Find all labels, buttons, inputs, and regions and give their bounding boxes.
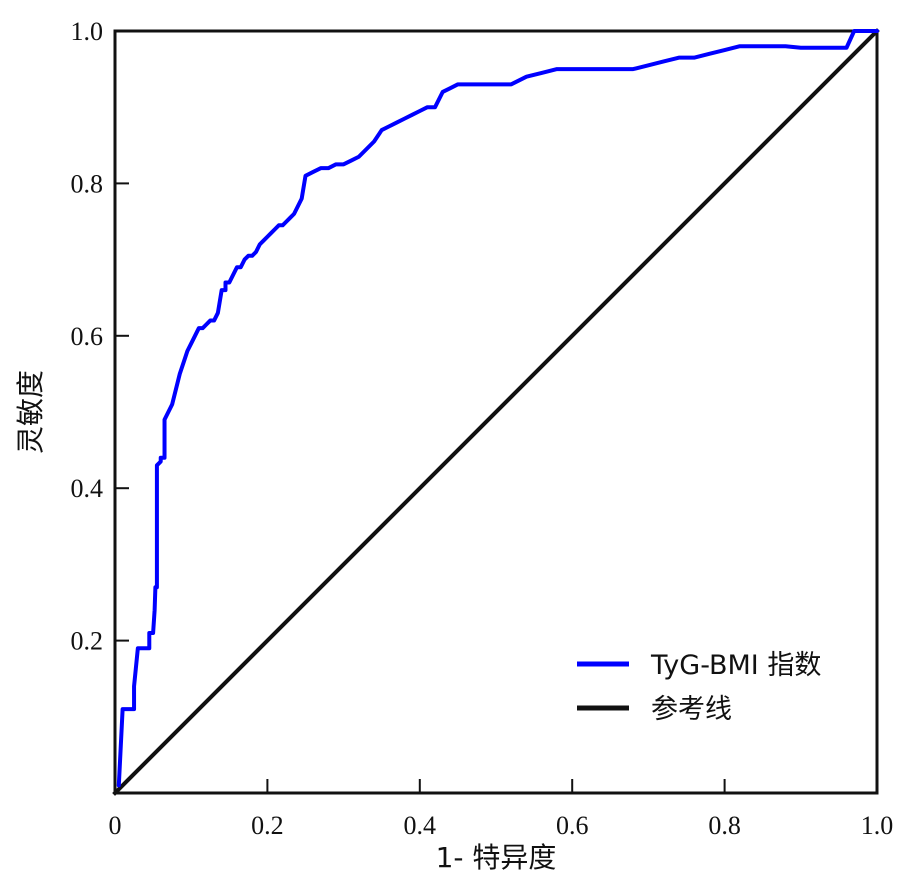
x-tick-label: 0.8	[708, 811, 741, 840]
y-tick-label: 0.4	[71, 474, 104, 503]
plot-frame	[113, 29, 879, 795]
y-tick-label: 0.6	[71, 322, 104, 351]
x-tick-label: 0.6	[556, 811, 589, 840]
x-tick-label: 0.4	[404, 811, 437, 840]
legend-reference-label: 参考线	[651, 694, 732, 725]
x-tick-label: 0.2	[251, 811, 284, 840]
reference-line	[112, 28, 880, 796]
x-tick-label: 0	[109, 811, 122, 840]
y-tick-label: 0.2	[71, 627, 104, 656]
y-axis-title: 灵敏度	[14, 370, 47, 454]
y-tick-label: 1.0	[71, 17, 104, 46]
x-tick-label: 1.0	[861, 811, 894, 840]
legend-tyg-bmi-label: TyG-BMI 指数	[650, 650, 821, 681]
tyg-bmi-roc-line	[116, 29, 879, 788]
x-axis-title: 1- 特异度	[436, 841, 557, 874]
y-tick-label: 0.8	[71, 169, 104, 198]
